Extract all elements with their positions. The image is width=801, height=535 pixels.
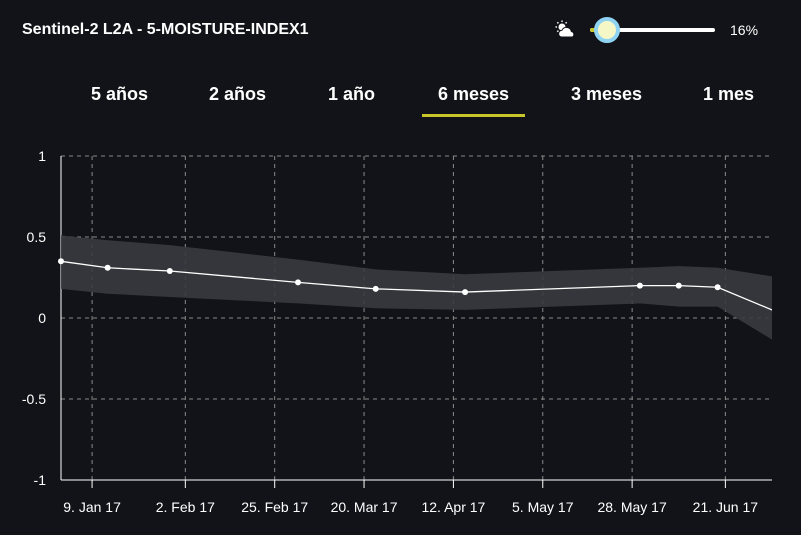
- confidence-band: [61, 235, 772, 340]
- data-point: [58, 258, 64, 265]
- tab-3-months[interactable]: 3 meses: [571, 84, 643, 104]
- slider-thumb[interactable]: [594, 17, 620, 43]
- time-range-tabs: 5 años 2 años 1 año 6 meses 3 meses 1 me…: [0, 80, 801, 120]
- cloud-sun-icon: [555, 20, 575, 38]
- x-tick-label: 28. May 17: [597, 499, 666, 515]
- tab-1-month[interactable]: 1 mes: [703, 84, 755, 104]
- x-tick-label: 12. Apr 17: [421, 499, 485, 515]
- chart-title: Sentinel-2 L2A - 5-MOISTURE-INDEX1: [22, 21, 309, 38]
- data-point: [372, 285, 379, 292]
- active-tab-indicator: [422, 114, 525, 117]
- x-tick-label: 2. Feb 17: [156, 499, 215, 515]
- x-tick-label: 25. Feb 17: [241, 499, 308, 515]
- cloud-cover-value: 16%: [730, 22, 759, 38]
- tab-5-years[interactable]: 5 años: [91, 84, 149, 104]
- data-point: [636, 282, 643, 289]
- series-line: [61, 260, 772, 311]
- slider-track: [590, 28, 715, 32]
- tab-2-years[interactable]: 2 años: [209, 84, 267, 104]
- x-tick-label: 5. May 17: [512, 499, 574, 515]
- y-tick-label: -0.5: [22, 391, 46, 407]
- data-point: [675, 282, 682, 289]
- data-point: [104, 264, 111, 271]
- data-point: [295, 279, 301, 286]
- x-tick-label: 21. Jun 17: [693, 499, 759, 515]
- tab-1-year[interactable]: 1 año: [328, 84, 376, 104]
- tab-6-months[interactable]: 6 meses: [438, 84, 510, 104]
- data-point: [462, 289, 469, 296]
- data-point: [166, 268, 173, 275]
- x-tick-label: 20. Mar 17: [331, 499, 398, 515]
- cloud-cover-slider[interactable]: [590, 17, 715, 43]
- y-tick-label: -1: [34, 472, 47, 488]
- y-tick-label: 0: [38, 310, 46, 326]
- data-point: [714, 284, 721, 291]
- y-tick-label: 1: [38, 148, 46, 164]
- x-tick-label: 9. Jan 17: [63, 499, 121, 515]
- y-tick-label: 0.5: [27, 229, 47, 245]
